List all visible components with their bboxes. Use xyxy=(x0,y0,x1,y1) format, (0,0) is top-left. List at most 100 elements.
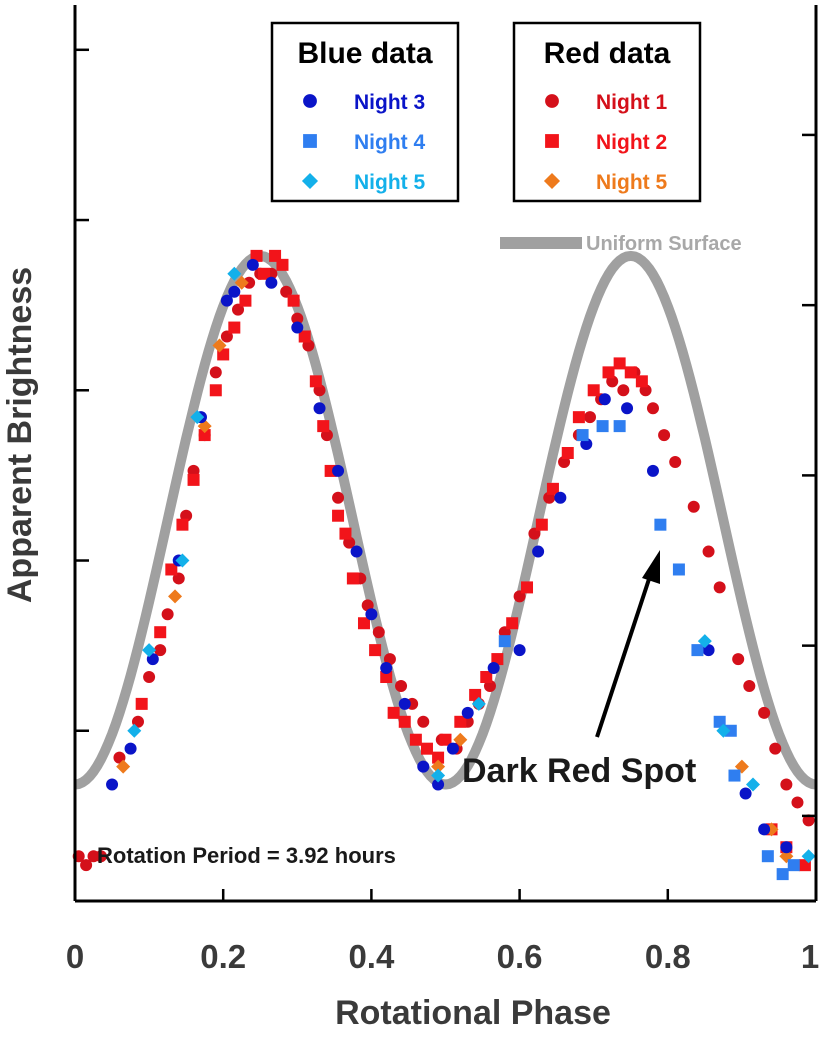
point-night-3-29 xyxy=(739,787,752,800)
legend-label-night-1: Night 1 xyxy=(596,91,667,114)
point-night-5-blue-10 xyxy=(801,849,816,864)
point-night-4-10 xyxy=(761,850,774,863)
point-night-3-13 xyxy=(365,608,378,621)
point-night-2-41 xyxy=(587,384,600,397)
legend-label-night-3: Night 3 xyxy=(354,91,425,114)
x-tick-label: 0.4 xyxy=(348,938,395,975)
point-night-3-22 xyxy=(532,545,545,558)
point-night-1-59 xyxy=(769,742,782,755)
point-night-3-8 xyxy=(265,276,278,289)
point-night-2-36 xyxy=(521,581,534,594)
point-night-1-44 xyxy=(583,411,596,424)
legend-marker-night-5 xyxy=(301,172,319,190)
point-night-5-blue-5 xyxy=(431,768,446,783)
point-night-5-red-1 xyxy=(168,589,183,604)
series-night-1 xyxy=(72,267,815,872)
point-night-1-1 xyxy=(80,859,93,872)
x-axis-title: Rotational Phase xyxy=(335,994,611,1032)
point-night-5-red-3 xyxy=(212,338,227,353)
point-night-2-2 xyxy=(165,563,178,576)
point-night-2-15 xyxy=(298,330,311,343)
series-night-4 xyxy=(498,420,800,881)
point-night-1-53 xyxy=(687,500,700,513)
red-legend-box xyxy=(512,21,702,203)
point-night-3-18 xyxy=(446,742,459,755)
axes-frame: 0 0.2 0.4 0.6 0.8 1 xyxy=(66,5,819,975)
point-night-2-22 xyxy=(357,617,370,630)
point-night-5-blue-2 xyxy=(175,553,190,568)
point-night-2-40 xyxy=(572,411,585,424)
point-night-3-16 xyxy=(417,760,430,773)
dark-spot-arrow xyxy=(595,550,660,738)
point-night-2-3 xyxy=(176,518,189,531)
point-night-1-29 xyxy=(383,653,396,666)
point-night-3-15 xyxy=(398,697,411,710)
point-night-5-blue-8 xyxy=(716,723,731,738)
legend-marker-night-3 xyxy=(303,94,317,108)
point-night-1-60 xyxy=(780,778,793,791)
point-night-1-28 xyxy=(372,626,385,639)
point-night-3-23 xyxy=(554,491,567,504)
point-night-1-50 xyxy=(646,402,659,415)
point-night-5-blue-9 xyxy=(746,777,761,792)
point-night-2-20 xyxy=(339,527,352,540)
point-night-1-20 xyxy=(291,312,304,325)
point-night-2-42 xyxy=(602,366,615,379)
point-night-2-11 xyxy=(257,267,270,280)
point-night-2-44 xyxy=(624,366,637,379)
legend-marker-night-4 xyxy=(303,134,317,148)
point-night-1-57 xyxy=(743,679,756,692)
x-tick-label: 0.2 xyxy=(200,938,246,975)
y-axis-title: Apparent Brightness xyxy=(1,267,39,603)
point-night-3-21 xyxy=(513,644,526,657)
legend-label-night-4: Night 4 xyxy=(354,131,425,154)
point-night-5-blue-4 xyxy=(227,266,242,281)
legend-label-night-5: Night 5 xyxy=(596,171,667,194)
point-night-5-blue-0 xyxy=(127,723,142,738)
point-night-2-0 xyxy=(135,697,148,710)
point-night-4-4 xyxy=(654,518,667,531)
x-tick-label: 1 xyxy=(801,938,819,975)
point-night-2-34 xyxy=(491,653,504,666)
point-night-1-51 xyxy=(658,429,671,442)
x-tick-label: 0.6 xyxy=(497,938,543,975)
point-night-4-0 xyxy=(498,635,511,648)
point-night-2-26 xyxy=(398,715,411,728)
point-night-3-27 xyxy=(646,464,659,477)
point-night-1-47 xyxy=(617,384,630,397)
point-night-4-2 xyxy=(596,420,609,433)
point-night-2-38 xyxy=(546,482,559,495)
point-night-2-1 xyxy=(154,626,167,639)
x-tick-label: 0.8 xyxy=(645,938,691,975)
point-night-3-30 xyxy=(758,823,771,836)
point-night-2-8 xyxy=(228,321,241,334)
point-night-2-14 xyxy=(287,294,300,307)
point-night-1-32 xyxy=(417,715,430,728)
point-night-5-red-4 xyxy=(234,275,249,290)
data-points xyxy=(72,249,816,881)
point-night-1-8 xyxy=(161,608,174,621)
point-night-2-29 xyxy=(432,751,445,764)
point-night-2-39 xyxy=(561,447,574,459)
point-night-1-27 xyxy=(361,599,374,612)
point-night-2-37 xyxy=(535,518,548,531)
point-night-2-43 xyxy=(613,357,626,370)
point-night-1-54 xyxy=(702,545,715,558)
point-night-1-58 xyxy=(758,706,771,719)
point-night-1-7 xyxy=(154,644,167,657)
point-night-3-19 xyxy=(461,706,474,719)
point-night-5-blue-6 xyxy=(471,696,486,711)
point-night-1-55 xyxy=(713,581,726,594)
point-night-2-19 xyxy=(332,509,345,522)
point-night-5-red-5 xyxy=(431,759,446,774)
point-night-5-blue-7 xyxy=(697,634,712,649)
point-night-1-16 xyxy=(243,276,256,289)
point-night-3-12 xyxy=(350,545,363,558)
point-night-2-31 xyxy=(454,715,467,728)
point-night-3-7 xyxy=(246,258,259,271)
legend-marker-night-1 xyxy=(545,94,559,108)
point-night-3-25 xyxy=(598,393,611,406)
legend-marker-night-2 xyxy=(545,134,559,148)
point-night-5-red-6 xyxy=(453,732,468,747)
point-night-5-blue-3 xyxy=(190,410,205,425)
